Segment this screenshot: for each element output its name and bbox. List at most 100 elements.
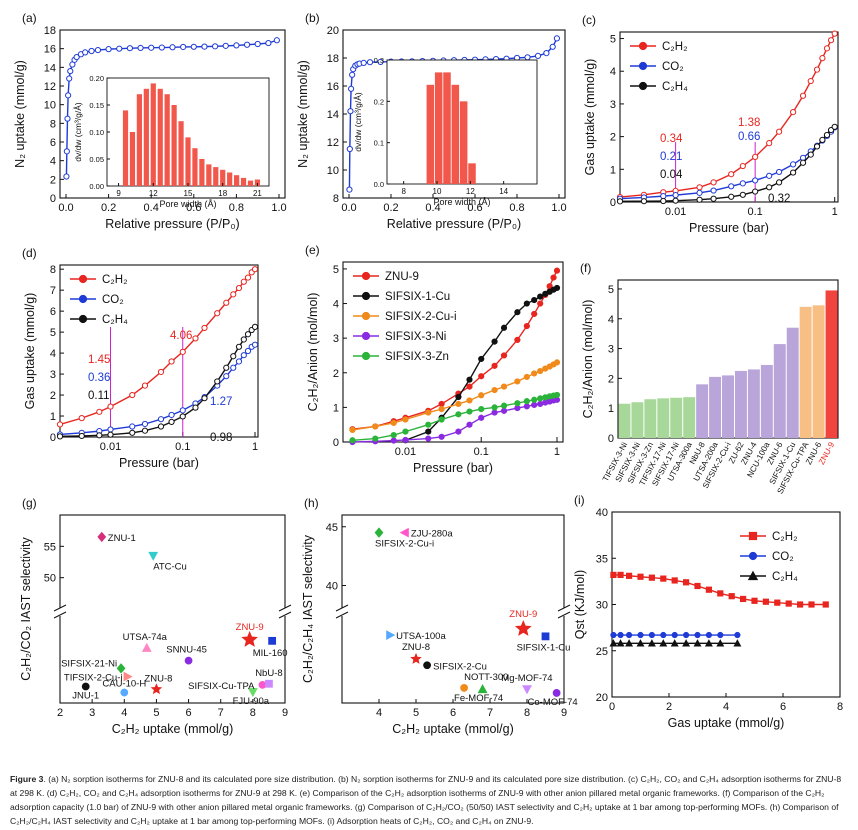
data-point <box>808 601 815 608</box>
axis-break-mark <box>53 611 67 619</box>
data-point <box>201 324 208 332</box>
data-point <box>813 143 821 150</box>
inset-bar <box>240 177 247 186</box>
y-tick-label: 14 <box>44 62 56 74</box>
data-point <box>747 570 759 581</box>
inset-bar <box>150 83 156 186</box>
x-tick-label: 8 <box>524 707 530 719</box>
data-point <box>78 432 85 440</box>
y-tick-label: 5 <box>608 284 614 296</box>
legend-label-e: SIFSIX-2-Cu-i <box>385 311 457 323</box>
data-point <box>168 358 175 365</box>
inset-y-tick-label: 0.00 <box>89 182 104 191</box>
data-point <box>534 52 542 60</box>
data-point <box>514 336 521 343</box>
data-point <box>541 632 550 641</box>
inset-y-tick-label: 0.10 <box>89 128 104 137</box>
y-tick-label: 50 <box>44 573 56 585</box>
inset-bar <box>192 148 198 186</box>
data-point <box>386 630 396 641</box>
data-point <box>390 437 397 444</box>
inset-bar <box>171 105 177 186</box>
bar <box>812 305 825 438</box>
data-point <box>56 433 64 440</box>
inset-x-tick-label: 8 <box>401 187 406 196</box>
point-label: SIFSIX-21-Ni <box>61 658 117 669</box>
y-tick-label: 12 <box>44 81 56 93</box>
inset-bar <box>157 88 163 186</box>
point-label: NOTT-300 <box>464 672 508 683</box>
data-point <box>774 599 781 606</box>
annotation-value: 1.27 <box>210 396 232 408</box>
data-point <box>776 179 783 186</box>
x-axis-label-a: Relative pressure (P/P₀) <box>105 217 239 231</box>
data-point <box>438 400 445 408</box>
inset-bar <box>206 164 212 186</box>
data-point <box>141 420 149 428</box>
data-point <box>672 192 679 199</box>
y-axis-label-a: N₂ uptake (mmol/g) <box>13 60 27 168</box>
data-point <box>141 642 152 652</box>
data-point <box>733 639 742 647</box>
data-point <box>638 61 648 71</box>
bar <box>657 398 670 438</box>
data-point <box>671 577 678 584</box>
x-tick-label: 0.4 <box>144 202 159 214</box>
y-tick-label: 1 <box>333 402 339 414</box>
inset-bar <box>136 94 143 186</box>
data-point <box>399 527 409 538</box>
data-point <box>491 386 498 394</box>
data-point <box>360 59 367 67</box>
data-point <box>728 171 735 178</box>
x-axis-label-g: C₂H₂ uptake (mmol/g) <box>112 722 234 736</box>
point-label: NbU-8 <box>255 668 282 679</box>
data-point <box>672 197 679 204</box>
y-tick-label: 4 <box>608 314 614 326</box>
x-tick-label: 0.01 <box>665 206 686 218</box>
data-point <box>346 145 353 153</box>
data-point <box>553 35 561 42</box>
inset-y-label-b: dv/dw (cm³/g/Å) <box>353 92 363 152</box>
data-point <box>141 427 149 434</box>
data-point <box>762 598 769 605</box>
point-label: SIFSIX-1-Cu <box>517 642 571 653</box>
data-point <box>766 172 773 179</box>
annotation-value: 0.98 <box>210 432 232 444</box>
data-point <box>790 169 797 176</box>
y-tick-label: 2 <box>50 174 56 186</box>
axis-break-mark <box>278 604 292 612</box>
inset-y-tick-label: 0.15 <box>89 101 104 110</box>
data-point <box>361 351 371 361</box>
data-point <box>372 435 379 442</box>
data-point <box>64 115 71 122</box>
data-point <box>537 400 544 408</box>
data-point <box>78 294 88 304</box>
data-point <box>455 393 462 401</box>
data-point <box>425 409 432 416</box>
data-point <box>637 573 644 580</box>
figure-canvas: (a) 0.0 0.2 0.4 0.6 0.8 1.0 0 2 4 6 8 10 12 14 16 18 Rela… <box>13 11 843 736</box>
inset-bar <box>220 169 226 186</box>
data-point <box>537 395 544 402</box>
inset-x-tick-label: 10 <box>433 187 442 196</box>
legend-label-d: C₂H₄ <box>102 314 128 326</box>
data-point <box>550 274 557 281</box>
inset-bar <box>254 179 261 186</box>
data-point <box>822 601 829 608</box>
y-axis-label-g: C₂H₂/CO₂ IAST selectivity <box>19 536 33 680</box>
x-tick-label: 4 <box>723 701 729 713</box>
data-point <box>523 322 530 330</box>
annotation-value: 0.21 <box>660 151 682 163</box>
point-label: MIL-160 <box>253 648 288 659</box>
data-point <box>827 37 835 44</box>
data-point <box>500 407 508 414</box>
inset-x-tick-label: 12 <box>149 189 158 198</box>
plot-frame-c <box>619 31 839 203</box>
data-point <box>150 683 163 695</box>
panel-label-b: (b) <box>305 11 320 25</box>
data-point <box>235 358 243 365</box>
data-point <box>157 423 165 430</box>
data-point <box>549 43 556 50</box>
inset-x-tick-label: 14 <box>499 187 508 196</box>
x-tick-label: 2 <box>666 701 672 713</box>
